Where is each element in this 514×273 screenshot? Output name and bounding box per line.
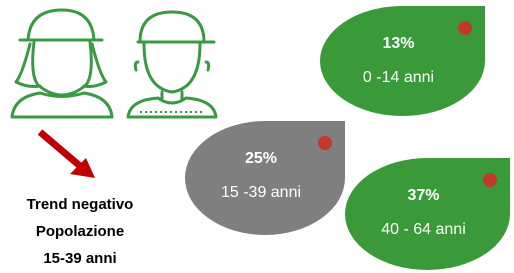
red-dot: [318, 136, 332, 150]
teardrop: [345, 158, 510, 270]
title-line: Trend negativo: [27, 196, 134, 213]
infographic: Trend negativo Popolazione 15-39 anni 13…: [0, 0, 514, 273]
percent: 25%: [245, 150, 277, 167]
bubbles: 13% 0 -14 anni 25% 15 -39 anni 37% 40 - 64 an…: [185, 6, 510, 270]
title-line: Popolazione: [36, 223, 124, 240]
age-label: 40 - 64 anni: [381, 221, 466, 238]
age-label: 15 -39 anni: [221, 184, 301, 201]
title-line: 15-39 anni: [43, 250, 116, 267]
red-arrow: [40, 132, 95, 178]
man-icon: [128, 12, 216, 117]
age-label: 0 -14 anni: [363, 69, 434, 86]
red-dot: [483, 173, 497, 187]
woman-icon: [12, 10, 112, 117]
percent: 13%: [382, 35, 414, 52]
red-dot: [458, 21, 472, 35]
percent: 37%: [407, 187, 439, 204]
teardrop: [320, 6, 485, 116]
